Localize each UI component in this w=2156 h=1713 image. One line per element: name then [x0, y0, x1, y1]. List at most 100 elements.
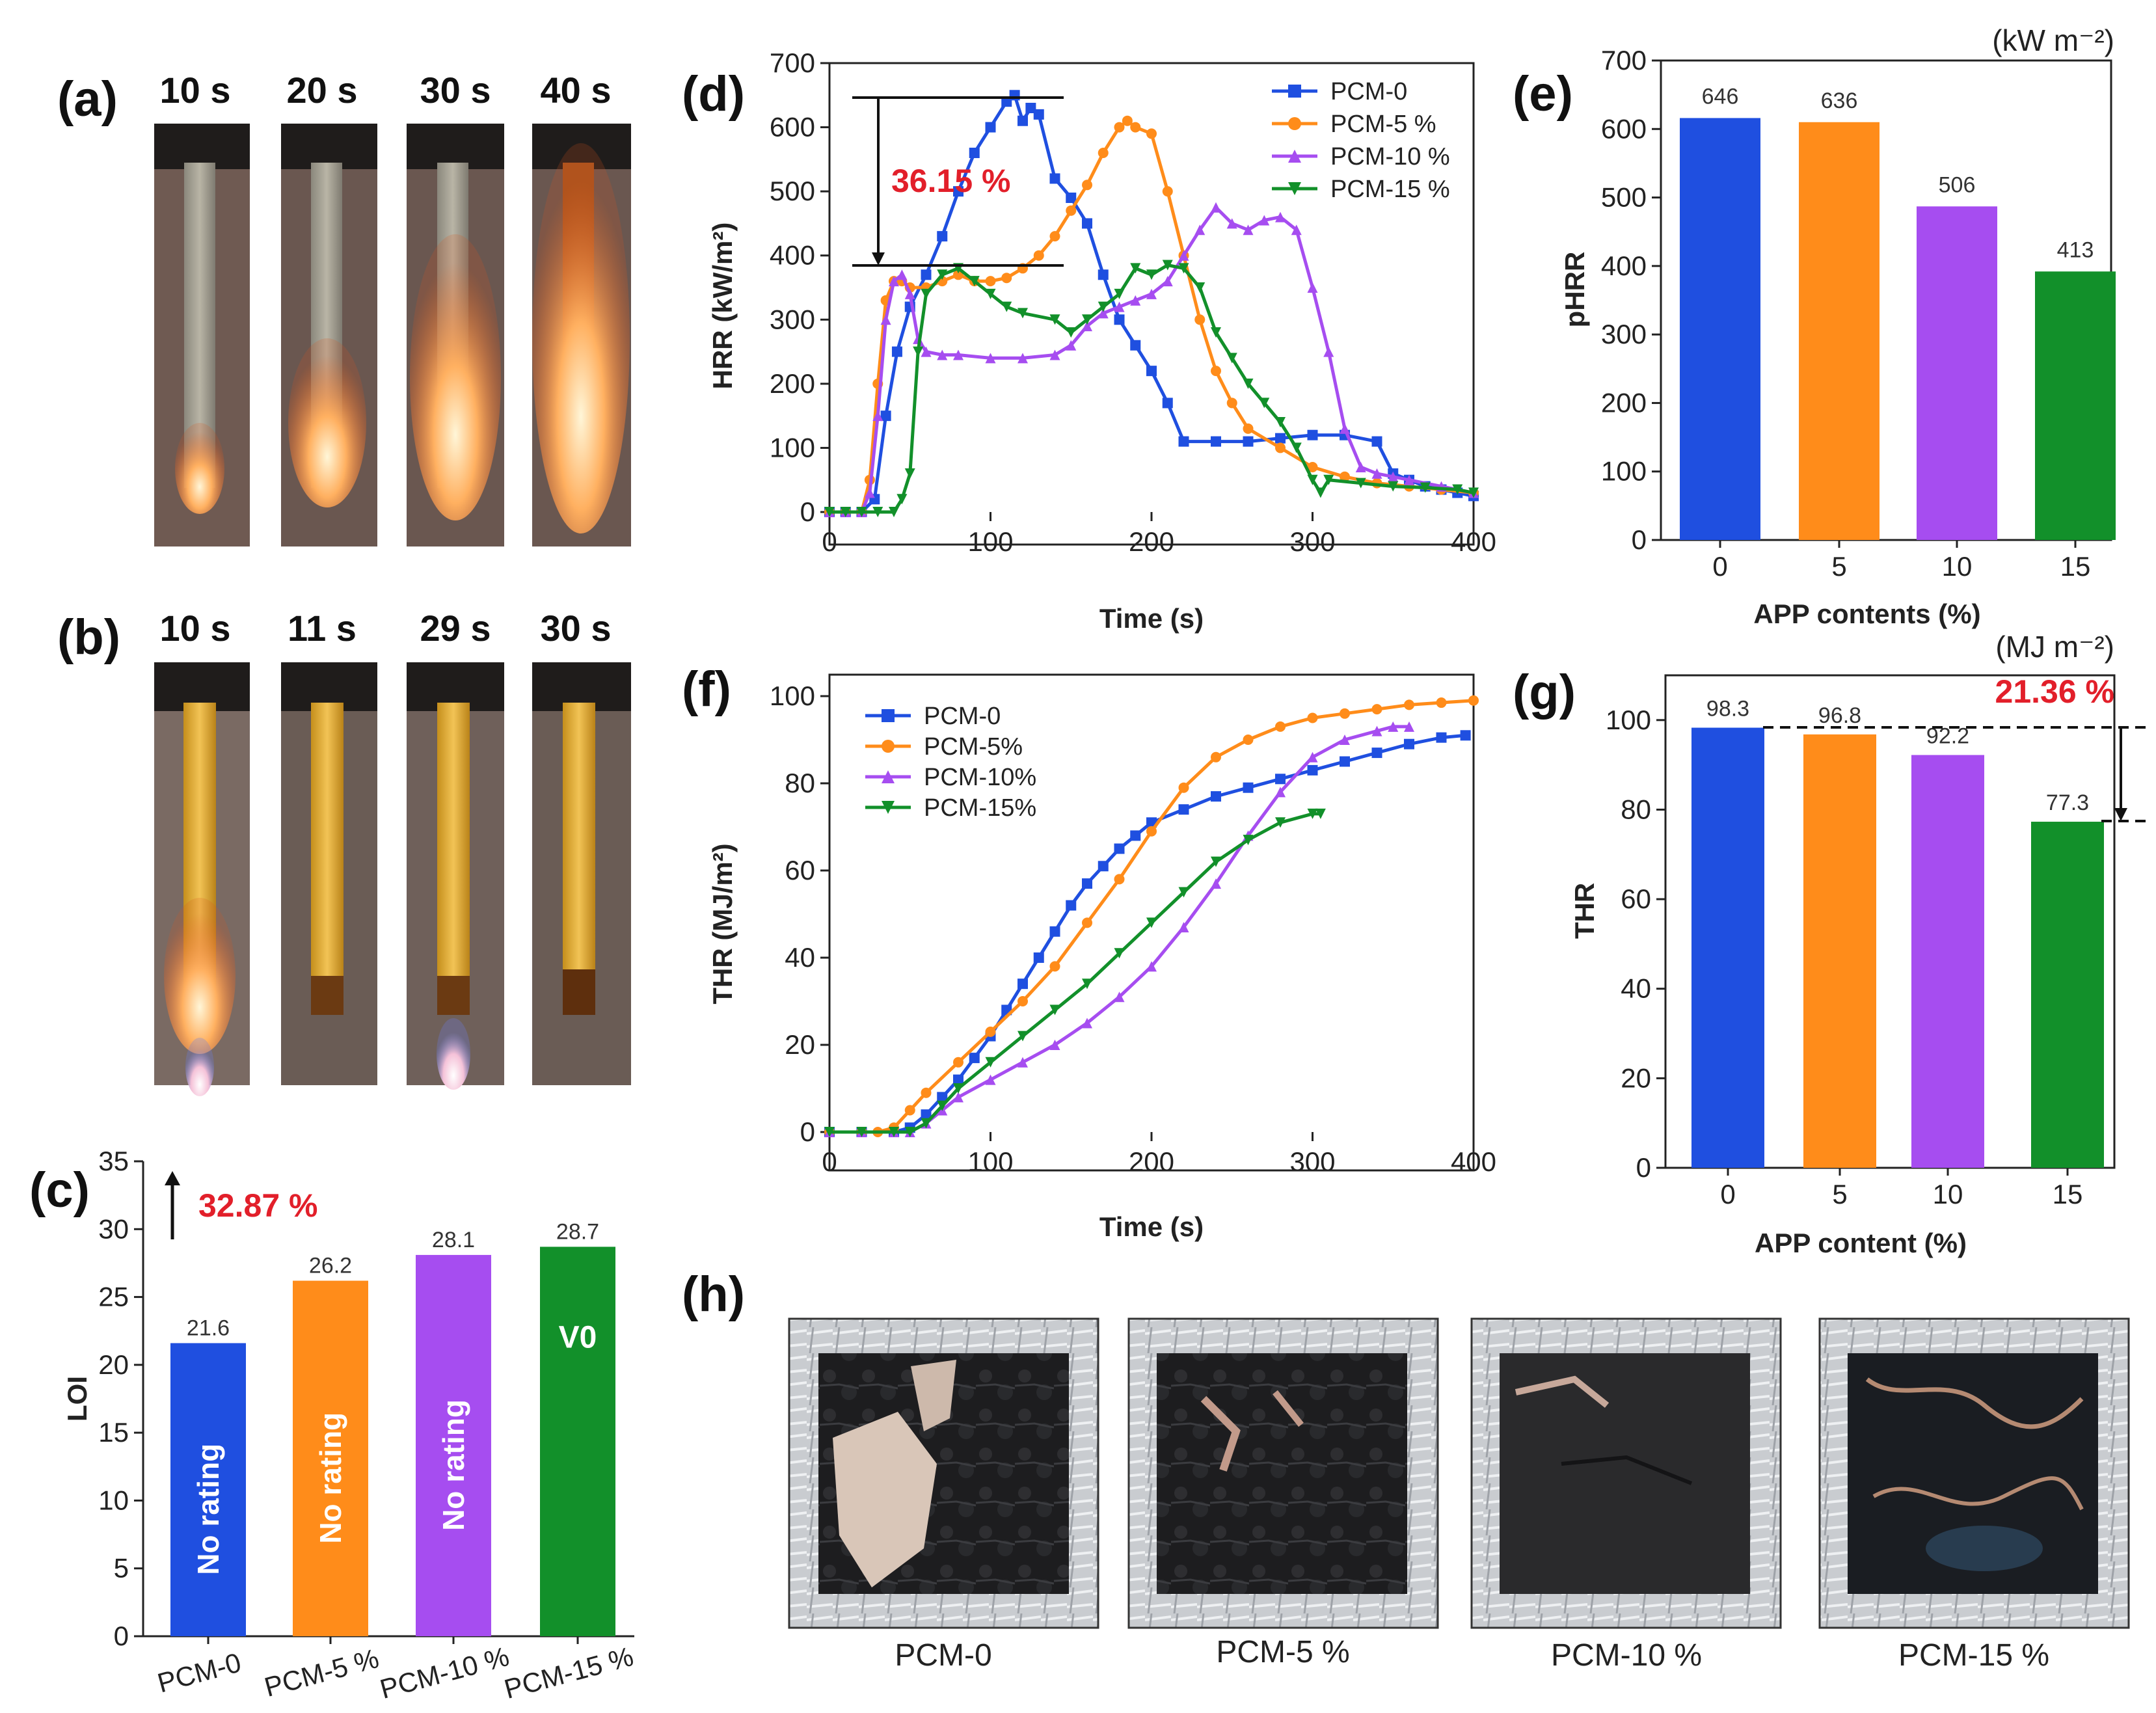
- data-point: [1243, 436, 1254, 447]
- data-point: [1017, 115, 1028, 126]
- rating-label: No rating: [191, 1444, 225, 1575]
- loi-bar: [293, 1280, 368, 1636]
- data-point: [880, 411, 891, 422]
- data-point: [1066, 900, 1077, 911]
- data-point: [921, 288, 932, 299]
- xlabel-e: APP contents (%): [1753, 599, 1980, 629]
- data-point: [1275, 442, 1286, 453]
- data-point: [1307, 712, 1318, 723]
- data-point: [1323, 474, 1334, 485]
- c-ytick-label: 30: [98, 1213, 129, 1244]
- legend-marker: [1288, 182, 1301, 195]
- hrr-reduction-annotation: 36.15 %: [891, 163, 1010, 199]
- burn-photo-b2: [281, 662, 377, 1085]
- data-point: [1211, 791, 1221, 802]
- data-point: [1355, 478, 1366, 489]
- data-point: [953, 1074, 963, 1085]
- data-point: [1307, 282, 1318, 293]
- panel-label-h: (h): [682, 1267, 745, 1322]
- data-point: [1211, 202, 1221, 213]
- data-point: [1049, 173, 1060, 184]
- data-point: [985, 276, 996, 287]
- panel-g: (g) (MJ m⁻²) THR APP content (%) 0 20 40 60…: [1513, 630, 2147, 1258]
- data-point: [1049, 1040, 1060, 1050]
- data-point: [937, 269, 948, 280]
- ylabel-c: LOI: [62, 1376, 92, 1422]
- data-point: [985, 1057, 996, 1068]
- residue-photo-pcm10: [1470, 1317, 1782, 1629]
- time-label: 29 s: [420, 608, 491, 649]
- data-point: [1436, 697, 1447, 708]
- residue-photo-pcm5: [1127, 1317, 1439, 1629]
- f-xtick-label: 200: [1129, 1146, 1174, 1177]
- data-point: [1082, 978, 1092, 990]
- data-point: [1017, 978, 1028, 990]
- data-point: [1460, 730, 1471, 741]
- data-point: [1178, 887, 1189, 898]
- data-point: [1017, 996, 1028, 1006]
- data-point: [1307, 764, 1318, 776]
- burn-photo-a2: [281, 124, 377, 546]
- burn-photo-b1: [154, 662, 250, 1096]
- legend-label: PCM-10 %: [1330, 143, 1450, 170]
- data-point: [1307, 462, 1318, 472]
- data-point: [1243, 835, 1254, 846]
- data-point: [1468, 695, 1479, 706]
- g-ytick-label: 40: [1621, 973, 1651, 1004]
- ylabel-f: THR (MJ/m²): [707, 843, 738, 1004]
- data-point: [1082, 1018, 1092, 1029]
- data-point: [1098, 269, 1109, 280]
- residue-caption: PCM-15 %: [1898, 1638, 2049, 1673]
- data-point: [937, 231, 948, 242]
- data-point: [953, 1083, 963, 1094]
- data-point: [1114, 122, 1125, 133]
- legend-label: PCM-0: [924, 703, 1001, 730]
- data-point: [921, 346, 932, 357]
- data-point: [969, 148, 980, 158]
- legend-marker: [882, 709, 895, 722]
- legend-marker: [882, 770, 895, 783]
- d-ytick-label: 400: [770, 240, 815, 271]
- panel-h: (h) PCM-0 PCM-5 % PCM-10 %: [682, 1267, 2130, 1673]
- data-point: [1114, 991, 1125, 1003]
- data-point: [896, 494, 908, 505]
- panel-c: (c) LOI 0 5 10 15 20 25 30 35 21.6 No rating PCM-…: [29, 1146, 636, 1705]
- loi-bar: [170, 1343, 246, 1636]
- d-xtick-label: 300: [1289, 526, 1335, 557]
- panel-b: (b) 10 s 11 s 29 s 30 s: [57, 608, 631, 1096]
- data-point: [856, 507, 867, 517]
- data-point: [1017, 308, 1028, 319]
- legend-marker: [1288, 117, 1301, 130]
- time-label: 40 s: [541, 70, 612, 111]
- loi-bar: [540, 1247, 615, 1636]
- time-label: 10 s: [160, 70, 231, 111]
- data-point: [1098, 308, 1109, 319]
- legend-label: PCM-10%: [924, 764, 1036, 791]
- data-point: [1049, 961, 1060, 972]
- ylabel-g: THR: [1569, 883, 1600, 939]
- data-point: [1371, 468, 1382, 479]
- data-point: [1420, 482, 1431, 493]
- e-ytick-label: 700: [1601, 45, 1647, 75]
- xlabel-g: APP content (%): [1755, 1228, 1967, 1258]
- e-value-label: 636: [1821, 88, 1858, 113]
- data-point: [1275, 817, 1286, 828]
- legend-label: PCM-5%: [924, 733, 1023, 761]
- data-point: [824, 1127, 835, 1137]
- f-ytick-label: 80: [785, 768, 815, 798]
- data-point: [1114, 288, 1125, 299]
- increase-arrowhead: [165, 1171, 180, 1185]
- time-label: 30 s: [541, 608, 612, 649]
- data-point: [937, 1092, 948, 1103]
- e-xtick-label: 10: [1942, 551, 1973, 582]
- residue-caption: PCM-0: [895, 1638, 991, 1673]
- loi-value-label: 21.6: [187, 1315, 230, 1340]
- data-point: [1017, 353, 1028, 364]
- data-point: [1243, 423, 1254, 434]
- data-point: [1178, 804, 1189, 815]
- g-xtick-label: 5: [1832, 1179, 1847, 1209]
- data-point: [1243, 224, 1254, 236]
- g-bar: [1911, 755, 1984, 1168]
- thr-reduction-arrowhead: [2114, 808, 2127, 821]
